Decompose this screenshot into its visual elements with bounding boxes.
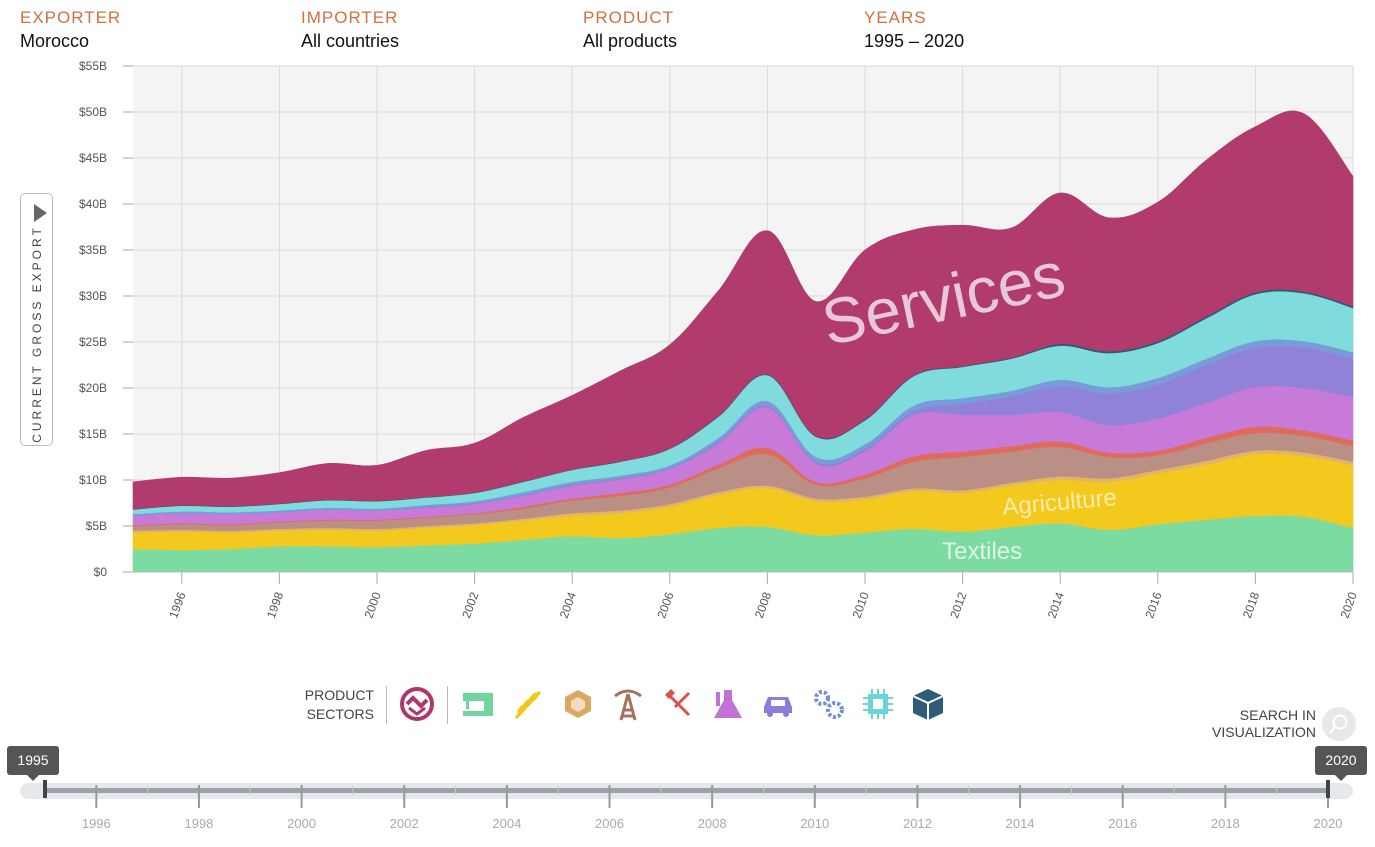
x-tick-label: 2020 [1338, 590, 1360, 620]
timeline-start-label: 1995 [7, 746, 59, 781]
timeline-tick-label: 2014 [1006, 816, 1035, 831]
filter-product-value[interactable]: All products [583, 31, 678, 51]
x-tick-label: 1996 [166, 590, 188, 620]
x-tick-label: 1998 [264, 590, 286, 620]
y-tick-label: $15B [79, 427, 107, 441]
timeline-tick-label: 2000 [287, 816, 316, 831]
area-series [132, 110, 1354, 573]
x-tick-label: 2002 [459, 590, 481, 620]
y-axis-ticks: $0 $5B $10B $15B $20B $25B $30B $35B $40B $45B $50… [79, 59, 133, 579]
search-button[interactable] [1322, 707, 1356, 741]
timeline-end-label: 2020 [1315, 746, 1367, 781]
x-tick-label: 2010 [850, 590, 872, 620]
filter-product[interactable]: PRODUCT All products [583, 8, 677, 54]
y-tick-label: $5B [86, 519, 107, 533]
timeline-tick-label: 2006 [595, 816, 624, 831]
machinery-icon[interactable] [808, 684, 848, 724]
filter-importer-value[interactable]: All countries [301, 31, 400, 51]
timeline-tick-label: 1996 [82, 816, 111, 831]
x-tick-label: 2018 [1240, 590, 1262, 620]
electronics-icon[interactable] [858, 684, 898, 724]
x-tick-label: 2012 [947, 590, 969, 620]
y-tick-label: $10B [79, 473, 107, 487]
search-label-line1: SEARCH IN [1239, 707, 1316, 723]
y-axis-title: CURRENT GROSS EXPORT [30, 225, 44, 443]
sector-divider [447, 686, 448, 724]
x-axis-ticks: 1996 1998 2000 2002 2004 2006 2008 2010 2012 2014… [133, 571, 1360, 620]
services-icon[interactable] [397, 684, 437, 724]
timeline-tick-label: 2008 [698, 816, 727, 831]
timeline-tick-label: 2020 [1314, 816, 1343, 831]
stacked-area-chart: $0 $5B $10B $15B $20B $25B $30B $35B $40B $45B $50… [79, 59, 1360, 620]
search-visualization[interactable]: SEARCH IN VISUALIZATION [1212, 707, 1356, 741]
y-tick-label: $40B [79, 197, 107, 211]
timeline-end-handle[interactable] [1326, 780, 1330, 798]
search-icon [1329, 714, 1348, 734]
y-tick-label: $55B [79, 59, 107, 73]
search-visualization-label: SEARCH IN VISUALIZATION [1212, 707, 1316, 741]
y-tick-label: $45B [79, 151, 107, 165]
timeline-start-handle[interactable] [43, 780, 47, 798]
y-tick-label: $50B [79, 105, 107, 119]
y-tick-label: $35B [79, 243, 107, 257]
timeline-tick-label: 2018 [1211, 816, 1240, 831]
filter-importer[interactable]: IMPORTER All countries [301, 8, 399, 54]
y-tick-label: $30B [79, 289, 107, 303]
filter-years[interactable]: YEARS 1995 – 2020 [864, 8, 964, 54]
y-tick-label: $0 [94, 565, 108, 579]
agriculture-icon[interactable] [508, 684, 548, 724]
x-tick-label: 2016 [1142, 590, 1164, 620]
minerals-icon[interactable] [608, 684, 648, 724]
product-sectors-label-line2: SECTORS [306, 706, 374, 722]
timeline-tick-label: 2012 [903, 816, 932, 831]
y-tick-label: $20B [79, 381, 107, 395]
product-sectors-label-line1: PRODUCT [304, 687, 374, 703]
filter-years-label: YEARS [864, 8, 927, 27]
filter-exporter[interactable]: EXPORTER Morocco [20, 8, 121, 54]
timeline-tick-label: 2002 [390, 816, 419, 831]
other-icon[interactable] [908, 684, 948, 724]
y-axis-toggle[interactable]: CURRENT GROSS EXPORT [20, 193, 53, 446]
filter-product-label: PRODUCT [583, 8, 675, 27]
x-tick-label: 2004 [557, 590, 579, 620]
area-series-services [132, 110, 1354, 510]
x-tick-label: 2000 [362, 590, 384, 620]
timeline-tick-label: 2010 [800, 816, 829, 831]
timeline-selected-range [45, 788, 1328, 793]
stone-icon[interactable] [558, 684, 598, 724]
play-icon [34, 204, 47, 222]
x-tick-label: 2014 [1045, 590, 1067, 620]
timeline-tick-label: 2004 [492, 816, 521, 831]
search-label-line2: VISUALIZATION [1212, 724, 1316, 740]
filter-years-value[interactable]: 1995 – 2020 [864, 31, 965, 51]
x-tick-label: 2006 [654, 590, 676, 620]
filter-importer-label: IMPORTER [301, 8, 399, 27]
product-sectors-label: PRODUCT SECTORS [300, 686, 374, 724]
timeline-ticks: 1996 1998 2000 2002 2004 2006 2008 2010 2012 2014… [44, 785, 1343, 831]
timeline-tick-label: 1998 [184, 816, 213, 831]
textiles-icon[interactable] [458, 684, 498, 724]
vehicles-icon[interactable] [758, 684, 798, 724]
filter-exporter-value[interactable]: Morocco [20, 31, 90, 51]
timeline-tick-label: 2016 [1108, 816, 1137, 831]
y-tick-label: $25B [79, 335, 107, 349]
chemicals-icon[interactable] [708, 684, 748, 724]
metals-icon[interactable] [658, 684, 698, 724]
year-range-slider[interactable]: 1996 1998 2000 2002 2004 2006 2008 2010 2012 2014… [0, 780, 1375, 840]
x-tick-label: 2008 [752, 590, 774, 620]
sector-divider [386, 686, 387, 724]
annotation-textiles: Textiles [942, 538, 1022, 565]
filter-exporter-label: EXPORTER [20, 8, 122, 27]
